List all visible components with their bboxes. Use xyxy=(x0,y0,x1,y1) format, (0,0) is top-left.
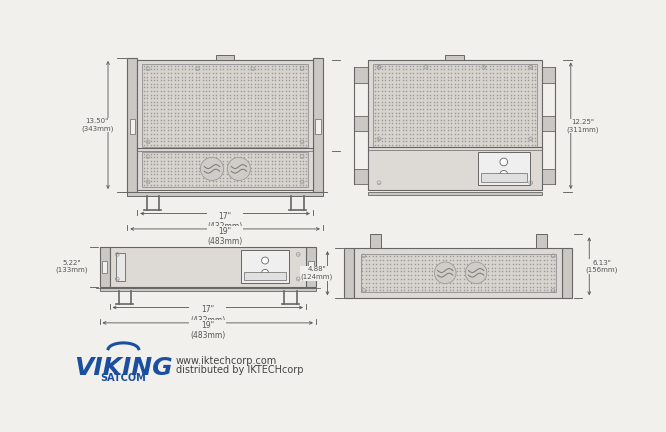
Text: IK: IK xyxy=(262,273,268,278)
Text: ─────: ───── xyxy=(498,156,510,160)
Text: 19"
(483mm): 19" (483mm) xyxy=(190,321,225,340)
Bar xyxy=(102,260,107,273)
Bar xyxy=(142,64,308,146)
Bar xyxy=(354,116,368,131)
Bar xyxy=(562,248,572,298)
Circle shape xyxy=(262,270,268,276)
Bar xyxy=(541,169,555,184)
Bar xyxy=(306,247,316,287)
Bar xyxy=(127,192,323,196)
Text: 19"
(483mm): 19" (483mm) xyxy=(207,227,242,246)
Bar xyxy=(373,64,537,146)
Bar xyxy=(127,58,137,192)
Bar xyxy=(241,251,289,283)
Circle shape xyxy=(466,262,487,284)
Bar xyxy=(315,119,320,134)
Circle shape xyxy=(500,158,507,166)
Bar xyxy=(368,192,541,195)
Text: 12.25"
(311mm): 12.25" (311mm) xyxy=(567,119,599,133)
Bar xyxy=(308,260,314,273)
Bar xyxy=(99,288,316,291)
Circle shape xyxy=(227,157,250,181)
Text: 5.22"
(133mm): 5.22" (133mm) xyxy=(55,260,88,273)
Bar xyxy=(99,247,109,287)
Bar xyxy=(109,247,306,287)
Text: 4.88"
(124mm): 4.88" (124mm) xyxy=(300,267,333,280)
Text: POWER: POWER xyxy=(498,156,510,159)
Bar xyxy=(446,55,464,60)
Bar xyxy=(216,55,234,60)
Bar xyxy=(354,169,368,184)
Bar xyxy=(541,116,555,131)
Bar xyxy=(536,234,547,248)
Bar xyxy=(368,60,541,191)
Text: 6.13"
(156mm): 6.13" (156mm) xyxy=(585,260,618,273)
Bar xyxy=(344,248,354,298)
Bar xyxy=(541,67,555,83)
Text: 17"
(432mm): 17" (432mm) xyxy=(207,212,242,231)
Text: distributed by IKTECHcorp: distributed by IKTECHcorp xyxy=(176,365,303,375)
Text: IK: IK xyxy=(501,175,507,180)
Circle shape xyxy=(434,262,456,284)
Bar xyxy=(360,254,556,292)
Bar xyxy=(116,253,125,280)
Circle shape xyxy=(500,170,507,178)
Text: 13.50"
(343mm): 13.50" (343mm) xyxy=(81,118,113,132)
Bar xyxy=(370,234,380,248)
Bar xyxy=(478,152,530,185)
Bar xyxy=(354,67,368,83)
Bar xyxy=(481,173,527,182)
Text: www.iktechcorp.com: www.iktechcorp.com xyxy=(176,356,277,366)
Bar xyxy=(142,152,308,187)
Text: 17"
(432mm): 17" (432mm) xyxy=(190,305,225,325)
Text: SATCOM: SATCOM xyxy=(101,373,147,383)
Bar xyxy=(137,60,313,191)
Circle shape xyxy=(200,157,224,181)
Text: DATA: DATA xyxy=(500,177,508,181)
Circle shape xyxy=(262,257,268,264)
Text: VIKING: VIKING xyxy=(74,356,172,380)
Bar xyxy=(130,119,135,134)
Bar xyxy=(313,58,323,192)
Bar xyxy=(354,248,562,298)
Bar xyxy=(244,272,286,280)
